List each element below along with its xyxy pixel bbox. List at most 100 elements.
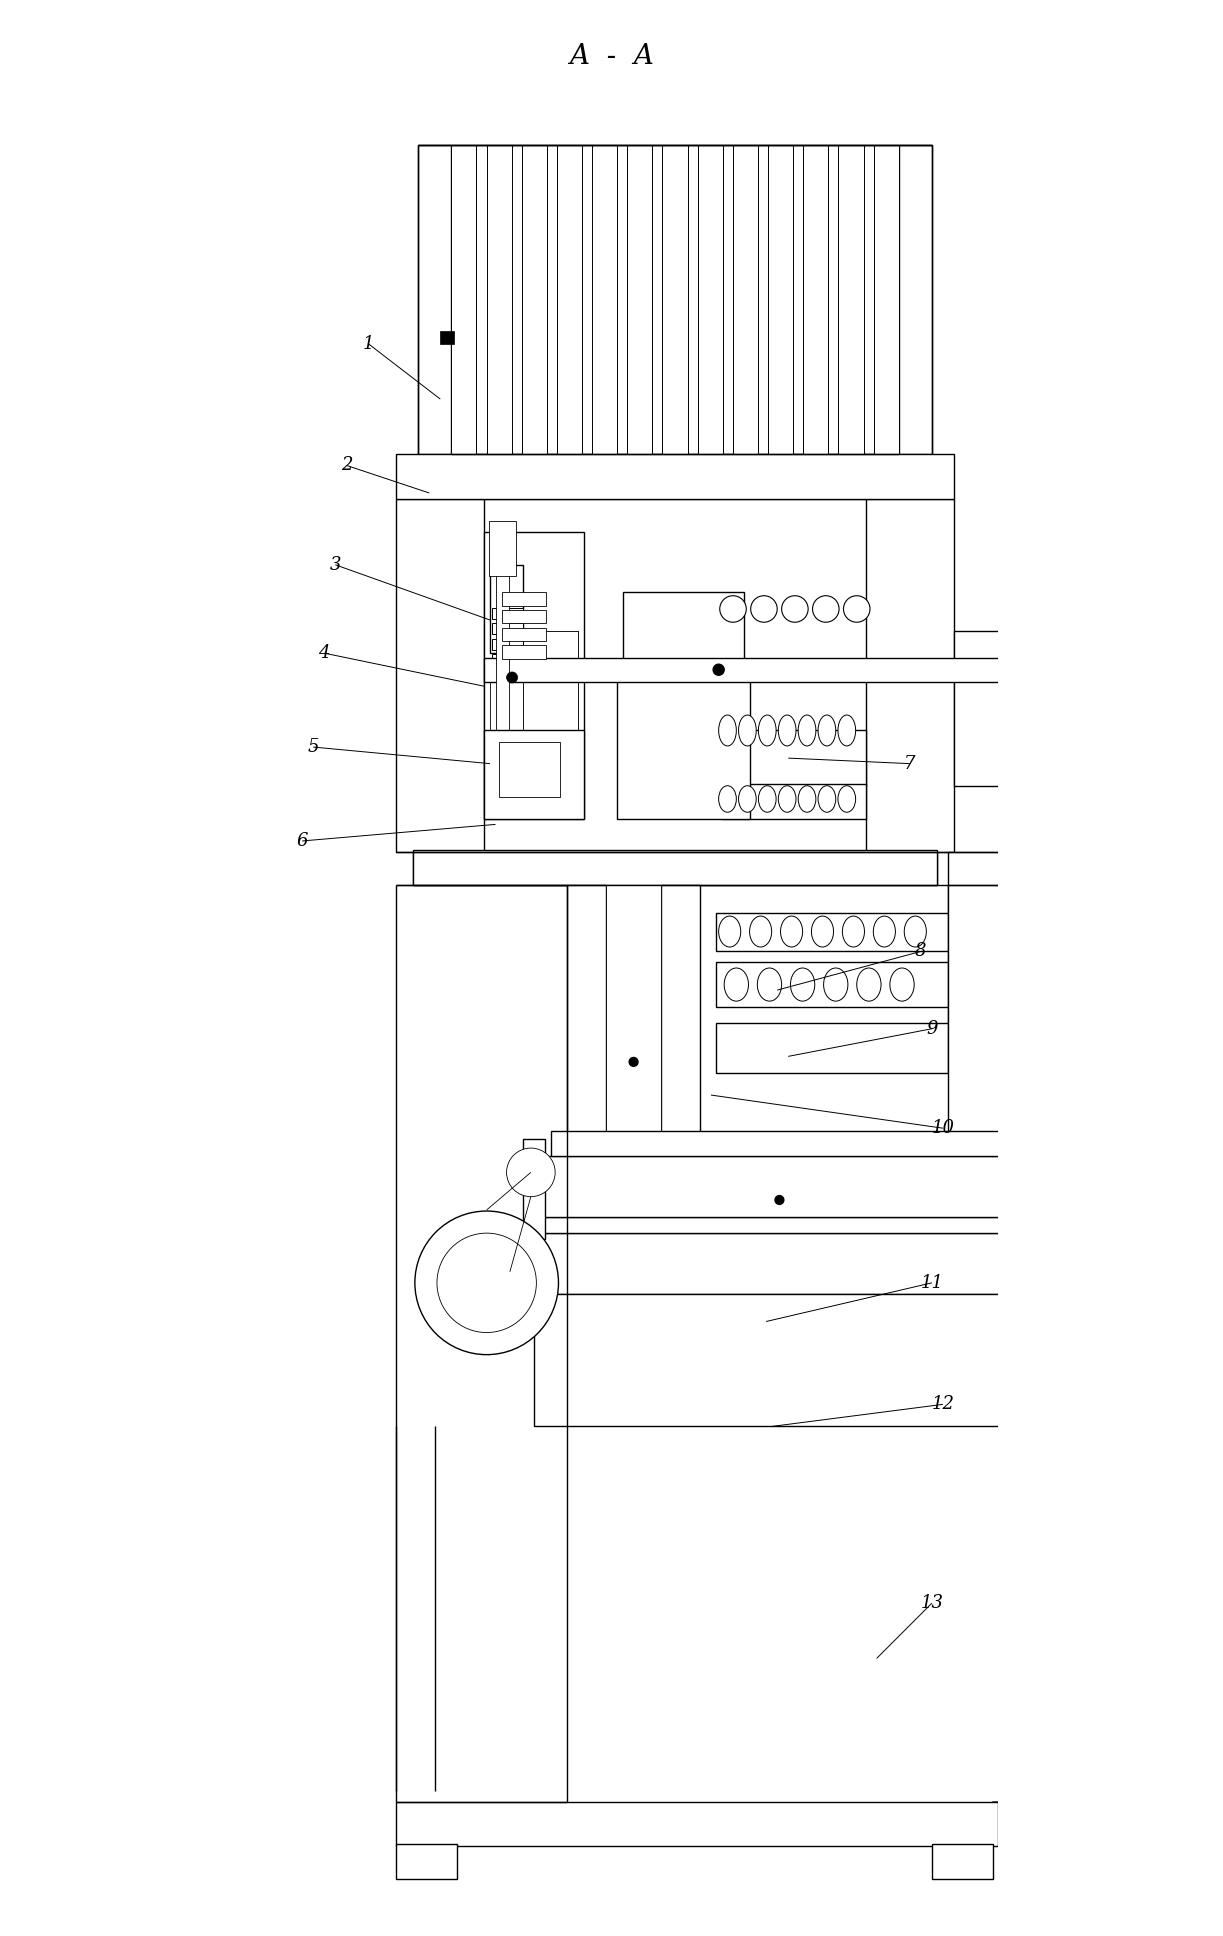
Bar	[503, 610, 547, 623]
Ellipse shape	[823, 968, 848, 1001]
Ellipse shape	[818, 714, 835, 745]
Bar	[523, 631, 578, 741]
Bar	[492, 670, 523, 681]
Text: 8: 8	[915, 943, 927, 960]
Bar	[418, 455, 932, 469]
Ellipse shape	[739, 786, 756, 813]
Bar	[717, 962, 1004, 1007]
Bar	[948, 852, 1009, 1073]
Bar	[948, 885, 1015, 1239]
Bar	[490, 664, 528, 763]
Bar	[768, 145, 794, 455]
Bar	[722, 730, 866, 786]
Ellipse shape	[719, 786, 736, 813]
Ellipse shape	[857, 968, 881, 1001]
Text: 13: 13	[921, 1593, 943, 1613]
Bar	[503, 627, 547, 641]
Bar	[489, 521, 516, 575]
Circle shape	[713, 664, 724, 676]
Bar	[717, 912, 1004, 951]
Bar	[1048, 654, 1075, 685]
Bar	[1009, 664, 1042, 753]
Bar	[618, 676, 750, 819]
Bar	[523, 631, 578, 741]
Ellipse shape	[818, 786, 835, 813]
Bar	[662, 885, 700, 1239]
Ellipse shape	[799, 786, 816, 813]
Bar	[492, 654, 523, 666]
Text: 12: 12	[932, 1396, 954, 1413]
Bar	[490, 565, 523, 652]
Bar	[1059, 1802, 1114, 1847]
Bar	[396, 1843, 457, 1880]
Ellipse shape	[724, 968, 748, 1001]
Bar	[556, 145, 582, 455]
Bar	[899, 145, 932, 455]
Bar	[412, 852, 937, 885]
Bar	[492, 608, 523, 620]
Bar	[733, 145, 758, 455]
Circle shape	[629, 1057, 638, 1067]
Bar	[492, 623, 523, 635]
Ellipse shape	[750, 916, 772, 947]
Bar	[839, 145, 863, 455]
Bar	[866, 498, 954, 852]
Bar	[722, 784, 866, 819]
Text: 9: 9	[926, 1020, 938, 1038]
Text: 2: 2	[341, 457, 352, 474]
Bar	[503, 645, 547, 658]
Bar	[717, 1024, 1004, 1073]
Bar	[932, 1843, 993, 1880]
Circle shape	[415, 1212, 559, 1355]
Bar	[948, 852, 1009, 1073]
Ellipse shape	[811, 916, 834, 947]
Bar	[451, 145, 477, 455]
Ellipse shape	[778, 786, 796, 813]
Bar	[550, 1131, 1009, 1156]
Bar	[523, 1138, 545, 1239]
Bar	[396, 1802, 998, 1847]
Bar	[697, 145, 723, 455]
Bar	[522, 145, 547, 455]
Circle shape	[437, 1233, 537, 1332]
Bar	[534, 1293, 1026, 1427]
Bar	[539, 1156, 1020, 1216]
Bar	[396, 455, 954, 498]
Bar	[1009, 918, 1053, 995]
Text: 5: 5	[307, 738, 319, 757]
Polygon shape	[993, 1427, 1114, 1847]
Bar	[866, 498, 954, 852]
Bar	[717, 1024, 1004, 1073]
Circle shape	[506, 672, 517, 683]
Ellipse shape	[799, 714, 816, 745]
Bar	[663, 145, 687, 455]
Bar	[873, 145, 899, 455]
Bar	[396, 498, 484, 852]
Bar	[1015, 1138, 1037, 1239]
Bar	[954, 631, 1009, 786]
Bar	[484, 532, 583, 819]
Bar	[722, 784, 866, 819]
Bar	[567, 885, 605, 1239]
Text: 1: 1	[363, 335, 374, 352]
Bar	[487, 145, 511, 455]
Text: 6: 6	[296, 832, 308, 850]
Bar	[412, 850, 937, 885]
Bar	[1009, 645, 1048, 693]
Circle shape	[1065, 1466, 1074, 1475]
Ellipse shape	[758, 714, 777, 745]
Ellipse shape	[778, 714, 796, 745]
Ellipse shape	[780, 916, 802, 947]
Bar	[396, 1802, 998, 1847]
Ellipse shape	[838, 714, 856, 745]
Bar	[1015, 1138, 1037, 1239]
Ellipse shape	[739, 714, 756, 745]
Bar	[539, 1156, 1020, 1216]
Bar	[418, 461, 932, 498]
Bar	[440, 331, 454, 345]
Polygon shape	[512, 565, 572, 685]
Ellipse shape	[758, 786, 777, 813]
Text: 4: 4	[318, 645, 330, 662]
Bar	[539, 1233, 1020, 1293]
Bar	[954, 631, 1009, 786]
